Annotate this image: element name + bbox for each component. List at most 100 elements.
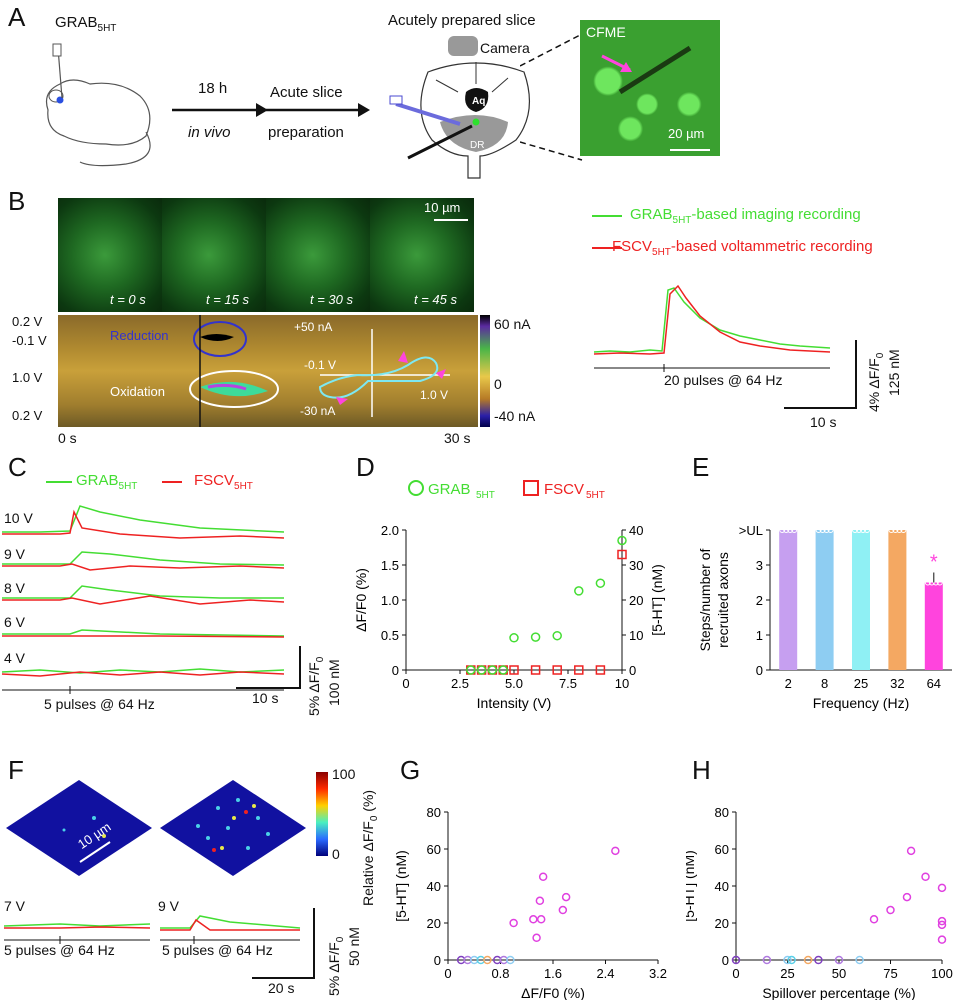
d-grab-point <box>498 665 508 675</box>
h-point <box>869 915 879 924</box>
volt-f-9: 9 V <box>158 898 180 914</box>
panel-label-b: B <box>8 186 26 216</box>
e-bar-point <box>936 579 943 586</box>
e-y-tick-label: 3 <box>756 558 763 573</box>
h-point <box>787 955 796 965</box>
arrow-1-top: 18 h <box>198 80 228 97</box>
cv-left-label: -0.1 V <box>304 358 337 372</box>
oxidation-label: Oxidation <box>110 384 165 399</box>
d-x-tick-label: 7.5 <box>559 676 577 691</box>
h-y-tick-label: 20 <box>715 916 729 931</box>
e-bar-point <box>852 527 858 533</box>
imaging-frame-30 <box>266 198 370 312</box>
panel-label-g: G <box>400 755 421 785</box>
h-point <box>937 935 947 944</box>
volt-f-7: 7 V <box>4 898 26 914</box>
d-y-tick-label: 0 <box>392 663 399 678</box>
e-y-tick-label: >UL <box>739 523 763 538</box>
d-fscv-point <box>552 665 562 675</box>
d-y2-tick-label: 0 <box>629 663 636 678</box>
d-y2-tick-label: 10 <box>629 628 643 643</box>
e-bar-point <box>779 527 786 533</box>
cfme-label: CFME <box>586 24 626 40</box>
h-point <box>937 883 947 893</box>
e-bar-point <box>932 579 939 586</box>
h-point <box>814 955 823 965</box>
cfme-image <box>580 20 720 156</box>
volt-4: 4 V <box>4 650 26 666</box>
d-fscv-point <box>617 549 627 560</box>
g-point <box>483 955 492 965</box>
e-x-tick-label: 64 <box>927 676 941 691</box>
heatmap-x-end: 30 s <box>444 430 471 446</box>
h-x-tick-label: 50 <box>832 966 846 981</box>
heatmap-overlay <box>189 315 450 427</box>
legend-d-grab: GRAB <box>428 481 471 498</box>
g-point <box>535 896 545 906</box>
arrow-1 <box>172 103 268 117</box>
colorbar-f-top: 100 <box>332 766 356 782</box>
brain-slice-diagram <box>389 36 530 179</box>
g-y-label: [5-HT] (nM) <box>396 850 409 922</box>
legend-d-fscv-marker <box>523 480 539 496</box>
g-point <box>506 955 515 965</box>
reduction-label: Reduction <box>110 328 169 343</box>
e-bar-point <box>815 527 822 533</box>
h-point <box>937 916 947 926</box>
e-x-tick-label: 2 <box>785 676 792 691</box>
h-point <box>886 905 895 915</box>
scale-b-y1: 4% ΔF/F0 <box>866 352 886 412</box>
panel-label-c: C <box>8 452 27 482</box>
d-fscv-point <box>595 665 606 675</box>
heatmap-x-start: 0 s <box>58 430 77 446</box>
volt-8: 8 V <box>4 580 26 596</box>
imaging-frame-15 <box>162 198 266 312</box>
cv-right-label: 1.0 V <box>420 388 449 402</box>
g-point <box>536 915 546 924</box>
d-x-label: Intensity (V) <box>477 695 552 711</box>
g-x-label: ΔF/F0 (%) <box>521 985 585 1000</box>
slice-title: Acutely prepared slice <box>388 12 536 29</box>
volt-10: 10 V <box>4 510 33 526</box>
d-y-label: ΔF/F0 (%) <box>353 568 369 632</box>
panel-label-e: E <box>692 452 710 482</box>
colorbar-f <box>316 772 328 856</box>
h-x-tick-label: 100 <box>931 966 953 981</box>
e-bar-point <box>783 527 790 533</box>
d-grab-point <box>617 535 627 546</box>
h-y-tick-label: 80 <box>715 805 729 820</box>
heatmap-f-left <box>6 780 152 876</box>
g-x-tick-label: 3.2 <box>649 966 667 981</box>
arrow-2 <box>266 103 370 117</box>
d-grab-point <box>595 578 606 588</box>
g-x-tick-label: 2.4 <box>596 966 614 981</box>
scale-bar-c <box>236 646 301 689</box>
legend-d-fscv: FSCV <box>544 481 584 498</box>
e-bar-point <box>791 527 798 533</box>
e-bar-point <box>827 527 834 533</box>
h-point <box>803 955 813 965</box>
legend-lines-c <box>46 481 182 483</box>
d-y2-label: [5-HT] (nM) <box>649 564 665 636</box>
imaging-frame-45 <box>370 198 474 312</box>
d-x-tick-label: 10 <box>615 676 629 691</box>
colorbar-bottom: -40 nA <box>494 408 536 424</box>
panel-label-h: H <box>692 755 711 785</box>
cv-bottom-label: -30 nA <box>300 404 336 418</box>
e-bar-point <box>892 527 899 533</box>
g-y-tick-label: 80 <box>427 805 441 820</box>
e-bar-point <box>864 527 870 533</box>
e-bar <box>924 582 943 670</box>
g-x-tick-label: 1.6 <box>544 966 562 981</box>
g-point <box>558 905 568 915</box>
volt-6: 6 V <box>4 614 26 630</box>
zoom-dashes <box>520 33 583 161</box>
chart-e: 0 1 2 3 >UL 2 8 25 32 64 * Frequency (Hz) Steps/numb… <box>697 523 952 711</box>
d-fscv-point <box>530 665 541 675</box>
volt-label-2: 1.0 V <box>12 370 43 385</box>
d-grab-point <box>552 630 562 641</box>
legend-d-grab-sub: 5HT <box>476 490 495 501</box>
panel-label-f: F <box>8 755 24 785</box>
legend-grab-imaging: GRAB5HT-based imaging recording <box>630 206 861 226</box>
